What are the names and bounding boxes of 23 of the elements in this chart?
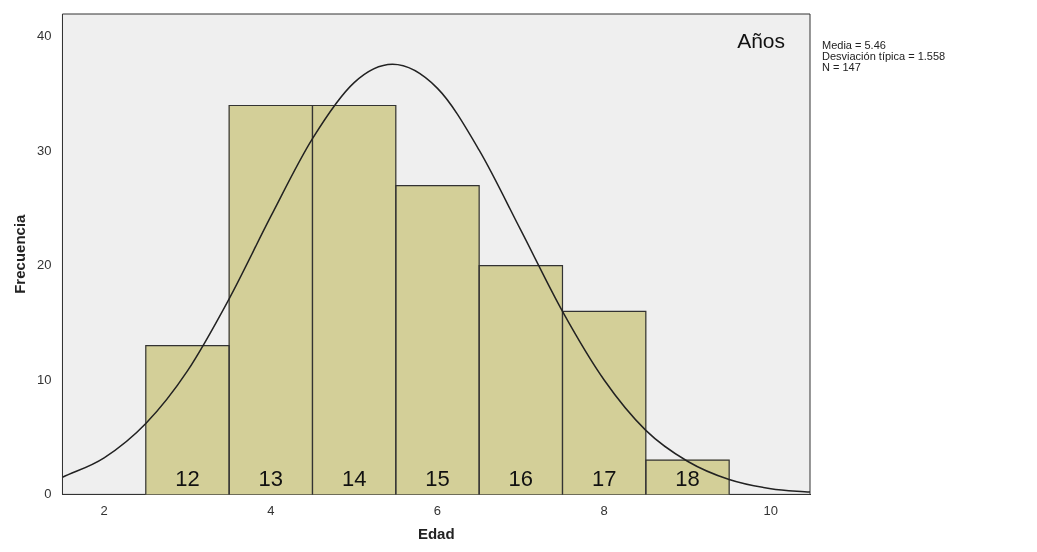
annotation: 12 [175, 466, 200, 492]
annotation: Años [737, 29, 785, 53]
y-tick-label: 10 [36, 371, 52, 387]
x-tick-label: 2 [100, 502, 108, 518]
x-tick-label: 8 [600, 502, 608, 518]
annotation: 16 [508, 466, 534, 492]
text: Desviación típica = 1.558 [822, 50, 946, 62]
annotation: 18 [675, 466, 700, 492]
x-tick-label: 6 [433, 502, 442, 518]
x-axis-title: Edad [417, 525, 455, 543]
text: N = 147 [822, 61, 862, 73]
y-tick-label: 0 [44, 485, 52, 501]
x-tick-label: 10 [763, 502, 779, 518]
y-tick-label: 30 [36, 142, 52, 158]
x-tick-label: 4 [267, 502, 275, 518]
text: Media = 5.46 [822, 39, 887, 51]
annotation: 15 [425, 466, 450, 492]
annotation: 14 [341, 466, 367, 492]
annotation: 13 [258, 466, 284, 492]
y-tick-label: 40 [36, 28, 52, 44]
y-axis-title: Frecuencia [11, 213, 29, 294]
annotation: 17 [591, 466, 617, 492]
y-tick-label: 20 [36, 257, 52, 273]
